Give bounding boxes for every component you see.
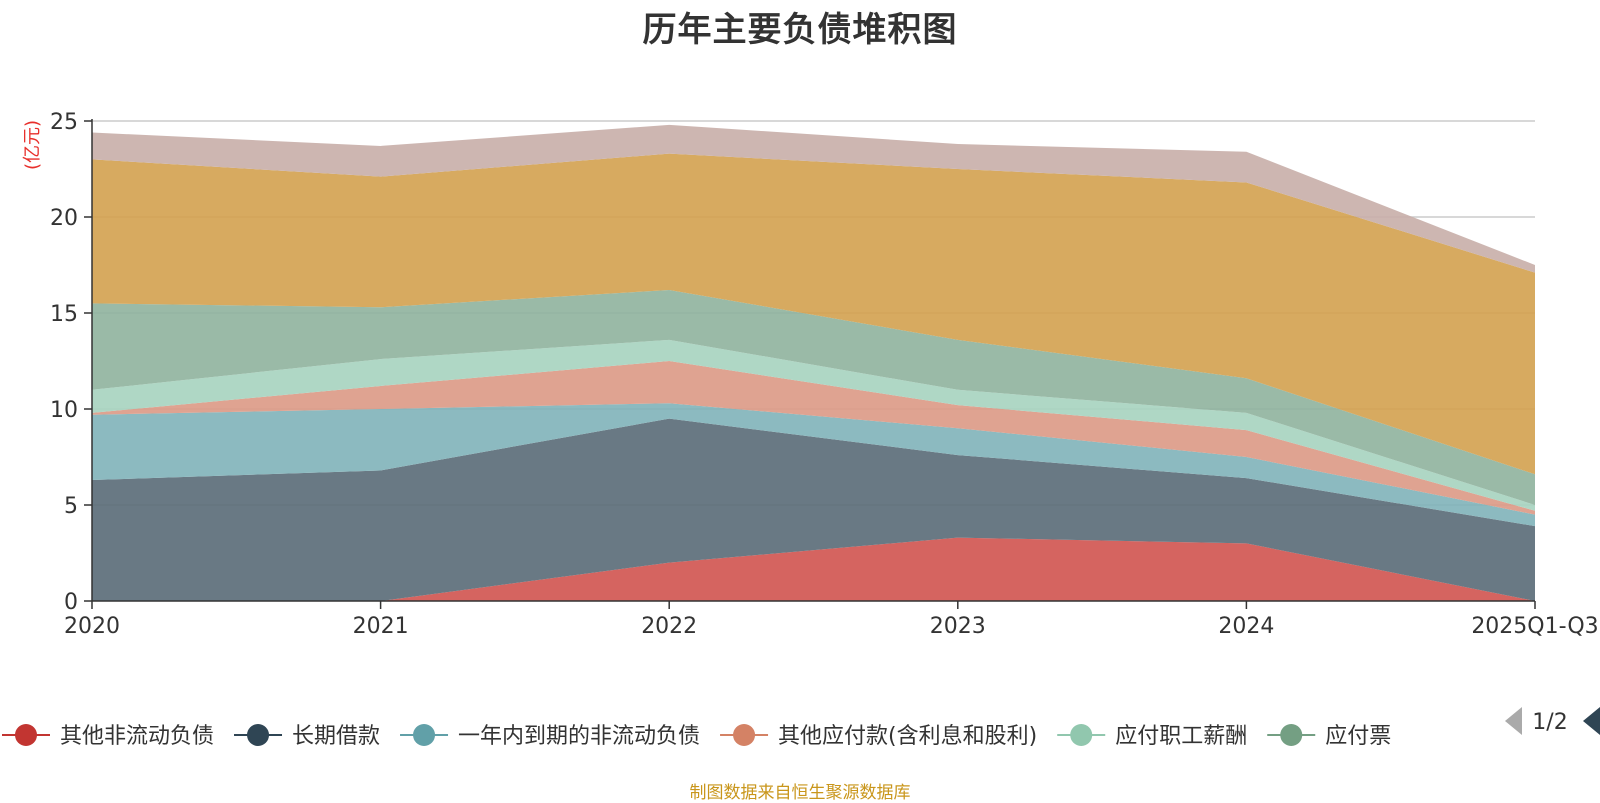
legend-item-label: 其他应付款(含利息和股利) [778,724,1037,749]
y-unit-label: (亿元) [22,120,43,170]
x-tick-label-1: 2021 [353,614,409,639]
legend-item-3[interactable]: 其他应付款(含利息和股利) [720,724,1037,749]
area-series-6 [92,153,1535,475]
legend: 其他非流动负债 长期借款 一年内到期的非流动负债 其他应付款(含利息和股利) 应付职工薪… [2,724,1391,749]
y-tick-label-15: 15 [50,302,78,327]
area-series-5 [92,289,1535,505]
legend-item-label: 长期借款 [292,724,380,749]
legend-marker-dot [15,724,37,746]
y-tick-label-20: 20 [50,206,78,231]
area-series-4 [92,339,1535,511]
legend-item-4[interactable]: 应付职工薪酬 [1057,724,1247,749]
legend-marker-dot [1070,724,1093,746]
x-tick-label-5: 2025Q1-Q3 [1471,614,1598,639]
area-series-group [92,124,1535,601]
legend-item-2[interactable]: 一年内到期的非流动负债 [400,724,700,749]
x-tick-label-3: 2023 [930,614,986,639]
legend-marker-dot [733,724,756,746]
legend-page-indicator: 1/2 [1532,710,1567,735]
legend-marker-dot [1280,724,1303,746]
legend-item-0[interactable]: 其他非流动负债 [2,724,214,749]
area-series-0 [92,537,1535,601]
legend-item-5[interactable]: 应付票 [1267,724,1391,749]
area-series-2 [92,403,1535,527]
x-tick-labels: 2020 2021 2022 2023 2024 2025Q1-Q3 [64,614,1599,639]
x-tick-label-2: 2022 [641,614,697,639]
x-tick-label-0: 2020 [64,614,120,639]
legend-marker-dot [247,724,270,746]
legend-item-label: 应付职工薪酬 [1115,724,1247,749]
legend-item-label: 其他非流动负债 [60,724,214,749]
legend-prev-arrow-icon[interactable] [1505,707,1522,735]
legend-item-label: 一年内到期的非流动负债 [458,724,700,749]
area-series-7 [92,124,1535,273]
legend-pager: 1/2 [1505,707,1600,735]
area-series-1 [92,418,1535,601]
area-series-3 [92,361,1535,515]
legend-next-arrow-icon[interactable] [1583,707,1600,735]
legend-marker-dot [413,724,436,746]
y-tick-labels: 0 5 10 15 20 25 [50,110,78,615]
y-tick-label-5: 5 [64,494,78,519]
y-tick-label-0: 0 [64,590,78,615]
legend-item-1[interactable]: 长期借款 [234,724,380,749]
axes [84,119,1536,609]
source-note: 制图数据来自恒生聚源数据库 [689,783,911,803]
y-tick-label-10: 10 [50,398,78,423]
x-tick-label-4: 2024 [1218,614,1274,639]
chart-title: 历年主要负债堆积图 [642,10,958,50]
y-tick-label-25: 25 [50,110,78,135]
legend-item-label: 应付票 [1325,724,1391,749]
